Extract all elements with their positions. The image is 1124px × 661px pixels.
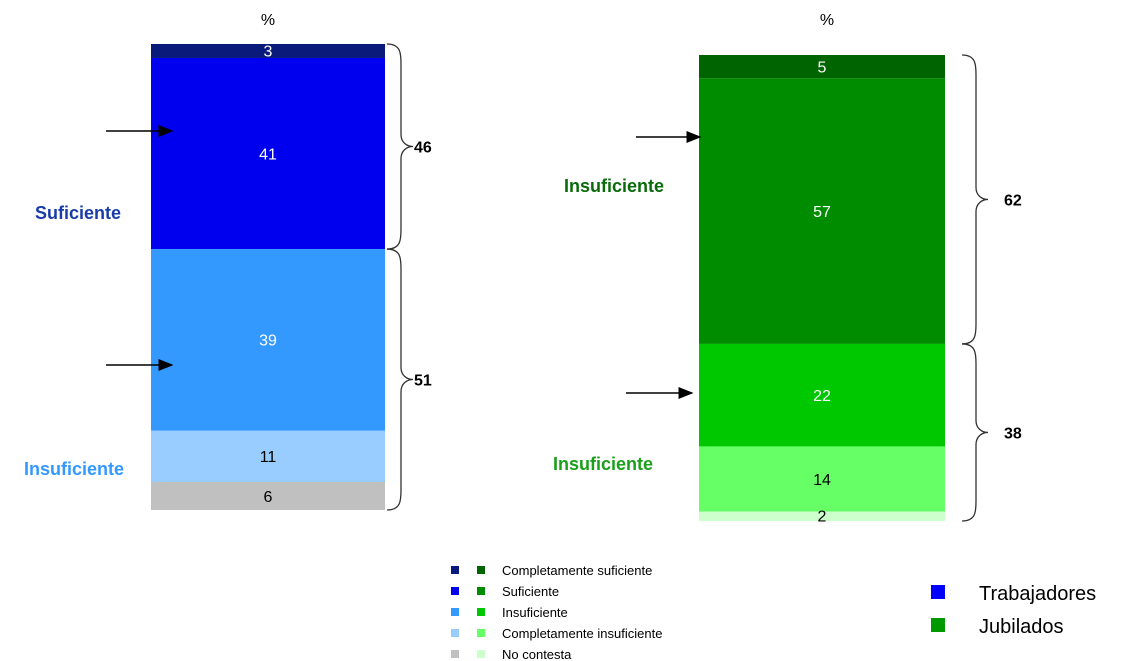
legend-swatch-trabajadores: [451, 566, 459, 574]
legend-swatch-jubilados: [477, 650, 485, 658]
legend-label: Completamente insuficiente: [502, 626, 662, 641]
bar-segment-jubilados-4: [699, 511, 945, 521]
group-total-label: 62: [1004, 192, 1022, 209]
data-label: 11: [260, 449, 277, 466]
legend-label: No contesta: [502, 647, 572, 661]
data-label: 57: [813, 204, 831, 221]
data-label: 22: [813, 388, 831, 405]
data-label: 3: [264, 43, 273, 60]
legend-label: Completamente suficiente: [502, 563, 652, 578]
legend-swatch-trabajadores: [451, 587, 459, 595]
legend-swatch-trabajadores: [451, 629, 459, 637]
axis-unit-label: %: [261, 12, 275, 29]
data-label: 6: [264, 489, 273, 506]
data-label: 39: [259, 333, 277, 350]
group-name-label: Insuficiente: [24, 459, 124, 479]
legend-label: Insuficiente: [502, 605, 568, 620]
data-label: 41: [259, 146, 277, 163]
bar-segment-trabajadores-1: [151, 57, 385, 250]
bar-segment-jubilados-3: [699, 446, 945, 512]
bar-segment-trabajadores-0: [151, 44, 385, 58]
legend-swatch-trabajadores: [451, 608, 459, 616]
brace: [961, 54, 989, 345]
bar-segment-jubilados-2: [699, 343, 945, 447]
data-label: 2: [818, 509, 827, 526]
legend-swatch: [931, 585, 945, 599]
brace: [386, 248, 414, 511]
legend-swatch-jubilados: [477, 629, 485, 637]
axis-unit-label: %: [820, 12, 834, 29]
legend-entity-label: Jubilados: [979, 616, 1064, 638]
legend-swatch: [931, 618, 945, 632]
group-name-label: Insuficiente: [564, 176, 664, 196]
legend-swatch-jubilados: [477, 587, 485, 595]
bar-segment-trabajadores-2: [151, 249, 385, 431]
group-name-label: Suficiente: [35, 203, 121, 223]
group-total-label: 51: [414, 373, 432, 390]
bar-segment-trabajadores-4: [151, 482, 385, 510]
bar-segment-jubilados-0: [699, 55, 945, 79]
legend-label: Suficiente: [502, 584, 559, 599]
group-name-label: Insuficiente: [553, 454, 653, 474]
legend-swatch-jubilados: [477, 566, 485, 574]
brace: [961, 343, 989, 522]
group-total-label: 46: [414, 140, 432, 157]
legend-entity-label: Trabajadores: [979, 583, 1096, 605]
bar-segment-jubilados-1: [699, 78, 945, 344]
data-label: 14: [813, 472, 831, 489]
legend-swatch-jubilados: [477, 608, 485, 616]
legend-swatch-trabajadores: [451, 650, 459, 658]
bar-segment-trabajadores-3: [151, 430, 385, 483]
group-total-label: 38: [1004, 425, 1022, 442]
data-label: 5: [818, 59, 827, 76]
brace: [386, 43, 414, 250]
